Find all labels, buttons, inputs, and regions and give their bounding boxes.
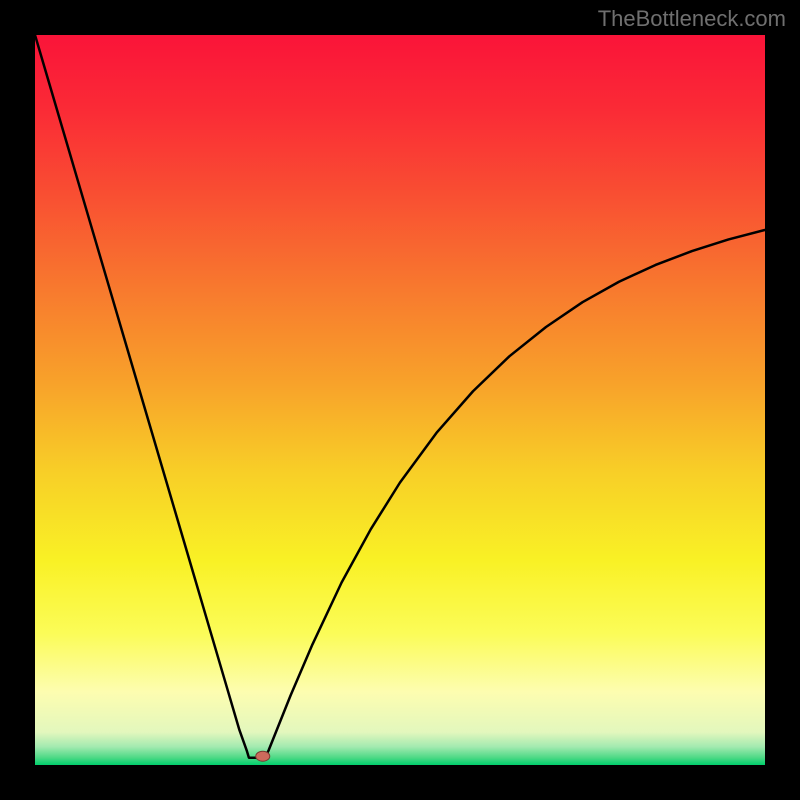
chart-frame: TheBottleneck.com <box>0 0 800 800</box>
plot-area <box>35 35 765 765</box>
plot-svg <box>35 35 765 765</box>
watermark-text: TheBottleneck.com <box>598 6 786 32</box>
gradient-background <box>35 35 765 765</box>
optimal-point-marker <box>256 751 270 761</box>
